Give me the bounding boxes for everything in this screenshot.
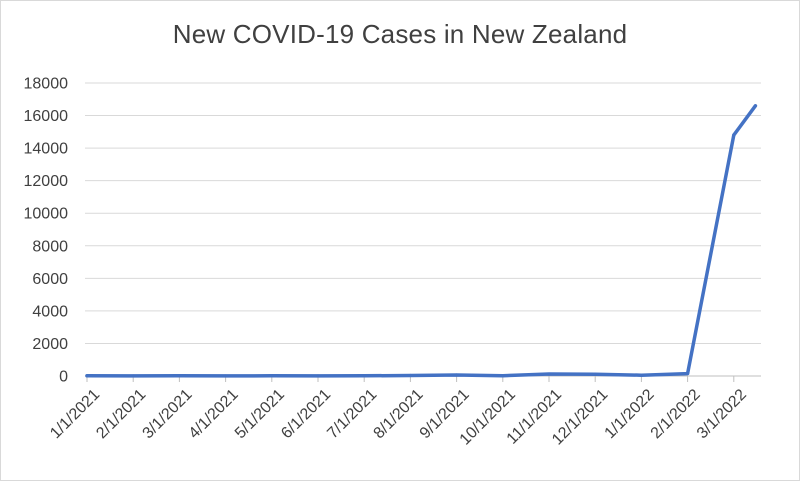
- y-tick-label: 18000: [24, 76, 69, 93]
- data-point: [270, 374, 274, 378]
- y-tick-label: 16000: [24, 108, 69, 125]
- data-point: [547, 372, 551, 376]
- x-tick-label: 5/1/2021: [232, 386, 288, 442]
- y-tick-label: 8000: [32, 238, 68, 255]
- y-tick-label: 12000: [24, 173, 69, 190]
- data-point: [316, 374, 320, 378]
- data-point: [224, 374, 228, 378]
- x-tick-label: 2/1/2021: [93, 386, 149, 442]
- y-axis-tick-labels: 0 2000 4000 6000 8000 10000 12000 14000 16000 180…: [24, 76, 69, 386]
- x-tick-label: 1/1/2022: [602, 386, 658, 442]
- x-tick-label: 7/1/2021: [324, 386, 380, 442]
- data-point: [455, 373, 459, 377]
- x-tick-label: 8/1/2021: [371, 386, 427, 442]
- series-layer: [85, 104, 758, 378]
- y-tick-label: 2000: [32, 336, 68, 353]
- x-tick-label: 2/1/2022: [648, 386, 704, 442]
- y-tick-label: 14000: [24, 141, 69, 158]
- data-point: [362, 374, 366, 378]
- x-tick-label: 1/1/2021: [47, 386, 103, 442]
- data-point: [85, 374, 89, 378]
- y-tick-label: 4000: [32, 303, 68, 320]
- series-line: [85, 104, 758, 378]
- x-tick-label: 3/1/2022: [694, 386, 750, 442]
- gridlines: [85, 82, 761, 344]
- x-tick-label: 4/1/2021: [186, 386, 242, 442]
- data-point: [753, 104, 757, 108]
- y-tick-label: 10000: [24, 206, 69, 223]
- y-tick-label: 0: [59, 369, 68, 386]
- x-tick-label: 6/1/2021: [278, 386, 334, 442]
- data-point: [131, 374, 135, 378]
- data-point: [686, 371, 690, 376]
- x-tick-label: 3/1/2021: [140, 386, 196, 442]
- data-point: [593, 372, 597, 376]
- data-point: [639, 373, 644, 377]
- data-point: [177, 374, 181, 378]
- y-tick-label: 6000: [32, 271, 68, 288]
- x-axis-tick-labels: 1/1/20212/1/20213/1/20214/1/20215/1/2021…: [47, 386, 750, 448]
- data-point: [408, 373, 412, 378]
- chart-title: New COVID-19 Cases in New Zealand: [172, 19, 628, 49]
- data-point: [501, 374, 505, 378]
- data-point: [732, 133, 736, 137]
